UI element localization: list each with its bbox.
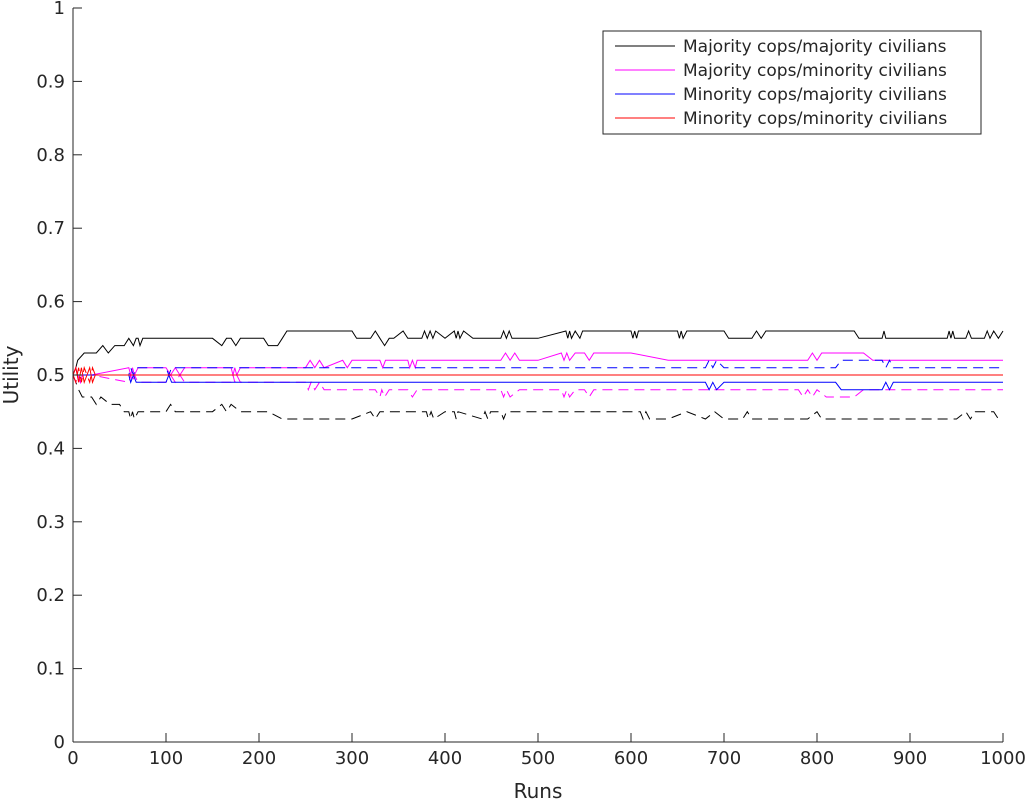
legend-label-3: Minority cops/majority civilians — [683, 85, 947, 105]
series-line-8 — [72, 365, 1003, 385]
legend-label-2: Majority cops/minority civilians — [683, 61, 947, 81]
x-tick-label: 900 — [893, 748, 927, 769]
legend-label-4: Minority cops/minority civilians — [683, 109, 947, 129]
x-tick-label: 800 — [800, 748, 834, 769]
y-tick-label: 0.1 — [36, 659, 65, 680]
series-line-3 — [72, 351, 1003, 384]
y-tick-label: 0.2 — [36, 585, 65, 606]
y-tick-label: 0.8 — [36, 145, 65, 166]
x-axis-title: Runs — [514, 779, 563, 800]
x-tick-label: 100 — [149, 748, 183, 769]
y-tick-label: 0.4 — [36, 438, 65, 459]
series-line-4 — [72, 373, 1003, 399]
y-tick-label: 0.3 — [36, 512, 65, 533]
y-axis-title: Utility — [0, 345, 23, 404]
x-tick-label: 400 — [428, 748, 462, 769]
x-tick-label: 0 — [67, 748, 78, 769]
y-tick-label: 1 — [54, 0, 65, 19]
x-tick-label: 1000 — [980, 748, 1026, 769]
y-tick-label: 0.7 — [36, 218, 65, 239]
legend-label-1: Majority cops/majority civilians — [683, 37, 947, 57]
legend-box — [602, 30, 982, 135]
y-tick-label: 0.6 — [36, 292, 65, 313]
x-tick-label: 500 — [521, 748, 555, 769]
series-line-1 — [72, 329, 1004, 376]
x-tick-label: 700 — [707, 748, 741, 769]
ticks-layer: 0 100 200 300 400 500 600 700 800 900 1000 0 0.1 0.2 0… — [36, 0, 1026, 769]
legend: Majority cops/majority civilians Majority… — [602, 30, 982, 135]
y-tick-label: 0.9 — [36, 71, 65, 92]
series-line-2 — [72, 374, 1003, 421]
y-tick-label: 0 — [54, 732, 65, 753]
series-line-6 — [73, 359, 1003, 377]
legend-items: Majority cops/majority civilians Majority… — [615, 37, 947, 129]
x-tick-label: 200 — [242, 748, 276, 769]
x-tick-label: 600 — [614, 748, 648, 769]
x-tick-label: 300 — [335, 748, 369, 769]
y-tick-label: 0.5 — [36, 365, 65, 386]
series-line-5 — [73, 373, 1003, 391]
